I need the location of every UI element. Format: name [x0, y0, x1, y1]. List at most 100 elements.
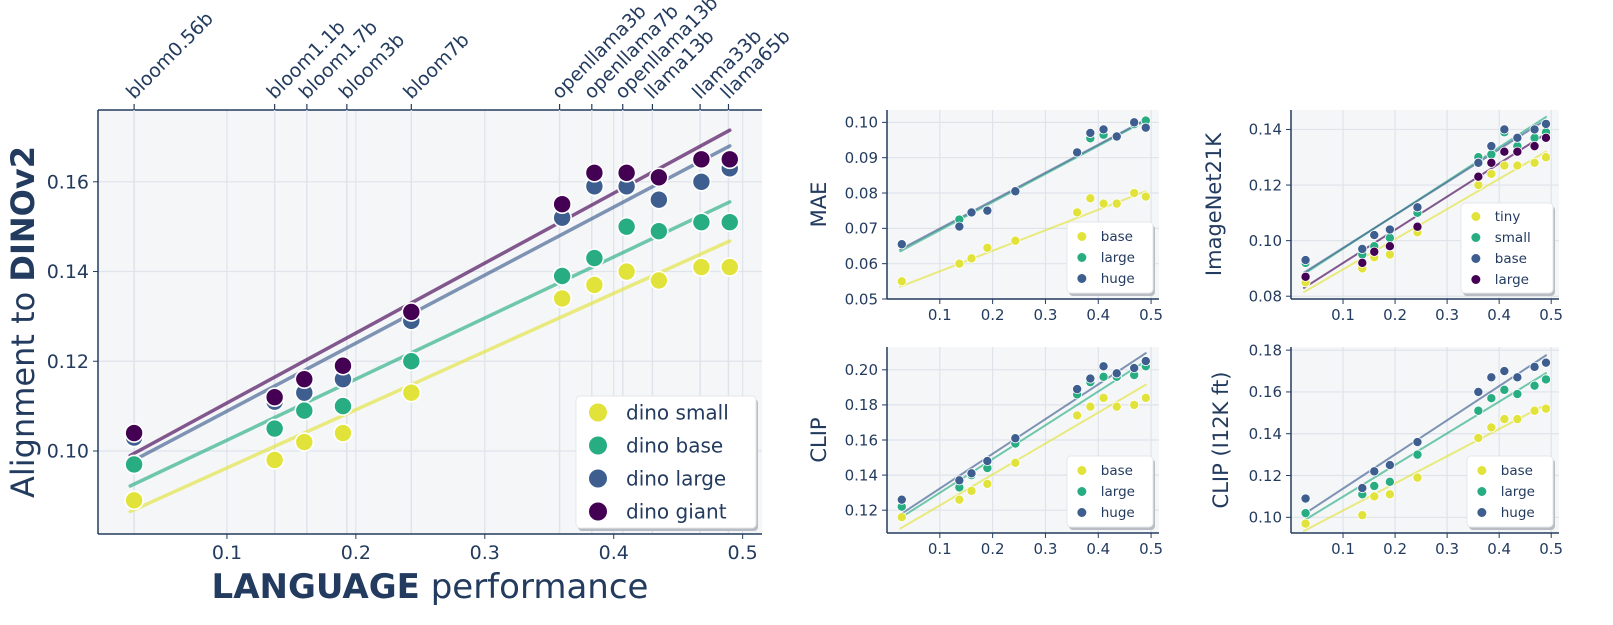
- data-point: [1512, 132, 1523, 143]
- data-point: [124, 490, 144, 511]
- data-point: [954, 221, 965, 232]
- data-point: [691, 171, 712, 192]
- x-axis-label: LANGUAGE performance: [212, 567, 649, 607]
- data-point: [1072, 147, 1083, 158]
- top-tick-label: bloom0.56b: [122, 8, 218, 104]
- data-point: [552, 288, 572, 309]
- data-point: [1098, 198, 1109, 209]
- y-tick-label: 0.12: [845, 501, 878, 519]
- data-point: [294, 432, 315, 452]
- y-axis-label: ImageNet21K: [1202, 132, 1226, 276]
- data-point: [1300, 255, 1311, 266]
- data-point: [1512, 414, 1523, 425]
- data-point: [954, 494, 965, 505]
- x-tick-label: 0.1: [1331, 540, 1355, 558]
- legend-marker: [1077, 487, 1087, 496]
- y-tick-label: 0.08: [845, 184, 878, 202]
- x-tick-label: 0.4: [1487, 306, 1511, 324]
- fit-line: [1303, 403, 1547, 532]
- data-point: [616, 216, 637, 237]
- data-point: [896, 239, 907, 250]
- y-axis-label: MAE: [807, 182, 831, 228]
- fit-line: [1303, 118, 1547, 274]
- data-point: [954, 475, 965, 486]
- data-point: [1512, 389, 1523, 400]
- data-point: [1369, 480, 1380, 491]
- fit-line: [899, 118, 1147, 251]
- data-point: [1540, 374, 1551, 385]
- legend-marker: [1471, 254, 1481, 263]
- data-point: [1300, 271, 1311, 282]
- data-point: [1369, 230, 1380, 241]
- data-point: [1486, 141, 1497, 152]
- data-point: [1111, 368, 1122, 379]
- data-point: [1529, 132, 1540, 143]
- data-point: [1357, 243, 1368, 254]
- y-tick-label: 0.16: [47, 171, 89, 193]
- data-point: [1140, 191, 1151, 202]
- legend-label: base: [1101, 463, 1133, 479]
- data-point: [1098, 361, 1109, 372]
- x-axis-label-strong: LANGUAGE: [212, 567, 420, 607]
- x-tick-label: 0.4: [1487, 540, 1511, 558]
- legend-label: base: [1501, 463, 1533, 479]
- data-point: [1369, 246, 1380, 257]
- y-tick-label: 0.14: [1249, 121, 1282, 139]
- data-point: [616, 163, 637, 183]
- fit-line: [1303, 150, 1547, 294]
- data-point: [982, 456, 993, 467]
- data-point: [584, 248, 605, 268]
- legend-marker: [1077, 508, 1087, 517]
- data-point: [1540, 152, 1551, 163]
- data-point: [264, 387, 285, 407]
- data-point: [552, 194, 572, 215]
- y-tick-label: 0.16: [845, 431, 878, 449]
- y-tick-label: 0.12: [1249, 176, 1282, 194]
- x-tick-label: 0.3: [1435, 540, 1459, 558]
- y-tick-label: 0.18: [845, 396, 878, 414]
- data-point: [1473, 386, 1484, 397]
- legend-marker: [589, 436, 607, 455]
- data-point: [1529, 405, 1540, 416]
- data-point: [1412, 437, 1423, 448]
- data-point: [1473, 180, 1484, 191]
- data-point: [1384, 232, 1395, 243]
- data-point: [719, 149, 740, 170]
- data-point: [124, 454, 144, 475]
- data-point: [1140, 356, 1151, 367]
- data-point: [1098, 392, 1109, 403]
- x-tick-label: 0.5: [1539, 540, 1563, 558]
- y-tick-label: 0.14: [845, 466, 878, 484]
- data-point: [1300, 493, 1311, 504]
- data-point: [1412, 202, 1423, 213]
- y-tick-label: 0.18: [1249, 341, 1282, 359]
- legend-marker: [1077, 253, 1087, 262]
- fit-line: [128, 239, 732, 514]
- data-point: [982, 205, 993, 216]
- data-point: [1384, 224, 1395, 235]
- data-point: [1111, 401, 1122, 412]
- data-point: [1111, 131, 1122, 142]
- chart-clip: 0.1 0.2 0.3 0.4 0.5 0.12 0.14 0.16 0.18 0.20 base l…: [807, 347, 1163, 558]
- fit-line: [1303, 354, 1547, 516]
- data-point: [719, 257, 740, 277]
- x-tick-label: 0.3: [1034, 306, 1058, 324]
- legend-label: huge: [1101, 271, 1135, 287]
- x-tick-label: 0.2: [981, 306, 1005, 324]
- data-point: [333, 396, 353, 416]
- data-point: [1010, 433, 1021, 444]
- legend: [575, 395, 757, 529]
- data-point: [1072, 410, 1083, 421]
- y-tick-label: 0.05: [845, 290, 878, 308]
- data-point: [1384, 241, 1395, 252]
- legend-label: small: [1495, 230, 1531, 246]
- data-point: [966, 485, 977, 496]
- data-point: [1357, 510, 1368, 521]
- y-tick-label: 0.06: [845, 255, 878, 273]
- data-point: [1540, 132, 1551, 143]
- data-point: [294, 400, 315, 421]
- y-tick-label: 0.14: [1249, 425, 1282, 443]
- data-point: [1529, 157, 1540, 168]
- legend-label: large: [1495, 272, 1529, 288]
